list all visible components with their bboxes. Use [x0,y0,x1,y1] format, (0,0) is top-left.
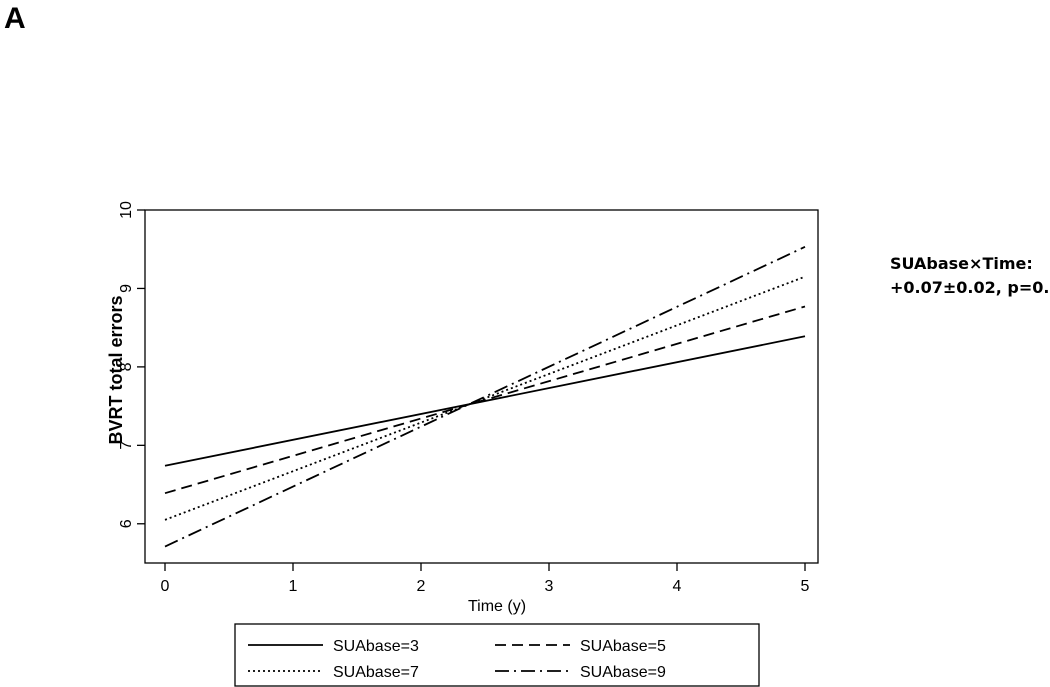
legend-label: SUAbase=9 [580,664,666,681]
series-line-2 [164,305,806,495]
y-tick-label: 10 [118,201,135,219]
legend [234,623,760,687]
series-lines [164,246,806,548]
x-tick-label: 5 [801,578,810,595]
y-axis-title: BVRT total errors [106,295,126,444]
plot-frame [144,209,819,564]
axis-ticks: 0 1 2 3 4 5 6 7 8 9 10 [118,201,810,595]
series-line-1 [164,335,806,467]
x-tick-label: 0 [161,578,170,595]
y-tick-label: 7 [118,441,135,450]
x-tick-label: 1 [289,578,298,595]
legend-label: SUAbase=5 [580,638,666,655]
legend-label: SUAbase=7 [333,664,419,681]
legend-entries: SUAbase=3 SUAbase=5 SUAbase=7 SUAbase=9 [248,638,666,681]
y-tick-label: 8 [118,362,135,371]
series-line-4 [164,246,806,548]
x-tick-label: 3 [545,578,554,595]
y-tick-label: 9 [118,284,135,293]
series-line-3 [164,275,806,521]
x-tick-label: 2 [417,578,426,595]
interaction-annotation: SUAbase×Time: +0.07±0.02, p=0.001 [890,252,1050,300]
x-tick-label: 4 [673,578,682,595]
x-axis-title: Time (y) [468,598,526,615]
y-tick-label: 6 [118,519,135,528]
annotation-line-1: SUAbase×Time: [890,254,1033,273]
panel-label: A [4,2,26,35]
annotation-line-2: +0.07±0.02, p=0.001 [890,278,1050,297]
legend-label: SUAbase=3 [333,638,419,655]
